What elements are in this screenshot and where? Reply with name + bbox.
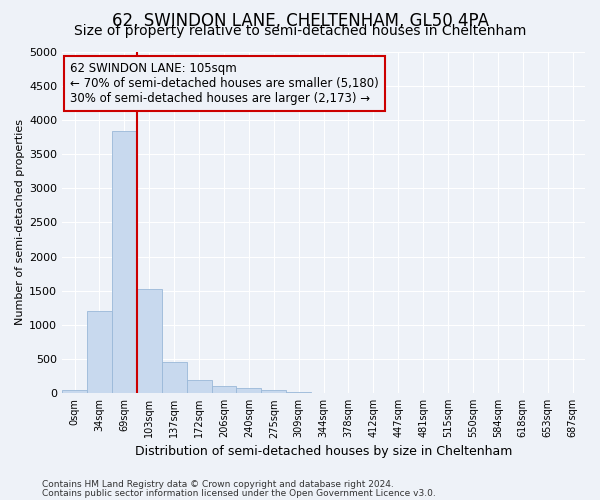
Text: Size of property relative to semi-detached houses in Cheltenham: Size of property relative to semi-detach…	[74, 24, 526, 38]
Text: Contains public sector information licensed under the Open Government Licence v3: Contains public sector information licen…	[42, 489, 436, 498]
Bar	[311, 392, 336, 393]
Bar	[112, 132, 137, 393]
Bar	[262, 390, 286, 393]
Bar	[286, 392, 311, 393]
Bar	[162, 362, 187, 393]
Text: Contains HM Land Registry data © Crown copyright and database right 2024.: Contains HM Land Registry data © Crown c…	[42, 480, 394, 489]
Y-axis label: Number of semi-detached properties: Number of semi-detached properties	[15, 120, 25, 326]
Bar	[137, 288, 162, 393]
X-axis label: Distribution of semi-detached houses by size in Cheltenham: Distribution of semi-detached houses by …	[135, 444, 512, 458]
Bar	[87, 311, 112, 393]
Bar	[212, 386, 236, 393]
Bar	[62, 390, 87, 393]
Text: 62 SWINDON LANE: 105sqm
← 70% of semi-detached houses are smaller (5,180)
30% of: 62 SWINDON LANE: 105sqm ← 70% of semi-de…	[70, 62, 379, 105]
Bar	[236, 388, 262, 393]
Text: 62, SWINDON LANE, CHELTENHAM, GL50 4PA: 62, SWINDON LANE, CHELTENHAM, GL50 4PA	[112, 12, 488, 30]
Bar	[187, 380, 212, 393]
